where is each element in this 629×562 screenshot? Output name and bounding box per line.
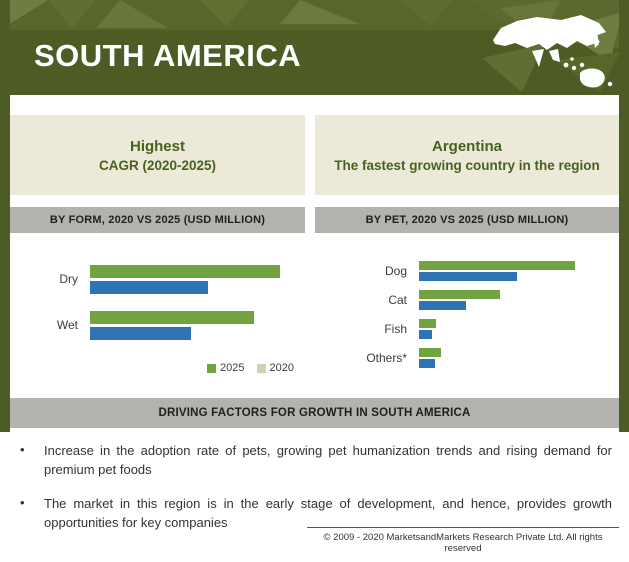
by-form-bar-chart: Dry Wet <box>10 256 305 348</box>
highlight-card-cagr: Highest CAGR (2020-2025) <box>10 115 305 195</box>
chart-row: Fish <box>315 314 619 343</box>
card-subtitle: The fastest growing country in the regio… <box>334 157 600 173</box>
bar-2020 <box>90 326 191 340</box>
bar-group <box>90 264 305 294</box>
list-item: The market in this region is in the earl… <box>20 495 612 533</box>
copyright-notice: © 2009 - 2020 MarketsandMarkets Research… <box>307 527 619 554</box>
category-label: Fish <box>384 321 407 336</box>
highlight-card-country: Argentina The fastest growing country in… <box>315 115 619 195</box>
legend-swatch-2025 <box>207 363 217 373</box>
bar-2025 <box>419 289 501 299</box>
header-banner: SOUTH AMERICA <box>0 0 629 95</box>
bar-group <box>419 347 619 368</box>
legend-swatch-2020 <box>256 363 266 373</box>
chart-legend: 2025 2020 <box>10 362 300 374</box>
chart-row: Cat <box>315 285 619 314</box>
category-label: Dog <box>384 263 407 278</box>
bar-2025 <box>90 310 254 324</box>
green-mosaic-pattern <box>0 0 629 95</box>
bar-2025 <box>419 318 437 328</box>
card-title: Argentina <box>431 137 502 155</box>
bar-2020 <box>419 358 435 368</box>
card-title: Highest <box>129 137 185 155</box>
legend-item-2020: 2020 <box>256 362 294 374</box>
bar-group <box>419 260 619 281</box>
section-header-by-pet: BY PET, 2020 VS 2025 (USD MILLION) <box>315 207 619 233</box>
chart-row: Dog <box>315 256 619 285</box>
legend-label: 2025 <box>220 362 245 374</box>
bullet-text: Increase in the adoption rate of pets, g… <box>44 443 612 477</box>
legend-item-2025: 2025 <box>207 362 245 374</box>
category-label: Wet <box>56 318 78 332</box>
bar-2020 <box>419 271 518 281</box>
bullet-text: The market in this region is in the earl… <box>44 495 612 530</box>
by-pet-bar-chart: Dog Cat Fish Others* <box>315 256 619 372</box>
left-border-strip <box>0 0 10 432</box>
bar-2020 <box>90 280 208 294</box>
bar-2020 <box>419 329 432 339</box>
asia-pacific-map-icon <box>493 15 613 88</box>
chart-row: Dry <box>10 256 305 302</box>
page-title: SOUTH AMERICA <box>34 38 302 73</box>
driving-factors-header: DRIVING FACTORS FOR GROWTH IN SOUTH AMER… <box>10 398 619 428</box>
category-label: Others* <box>366 350 407 365</box>
bar-group <box>90 310 305 340</box>
category-label: Cat <box>388 292 407 307</box>
chart-row: Others* <box>315 343 619 372</box>
bullet-icon <box>20 495 44 533</box>
legend-label: 2020 <box>269 362 294 374</box>
category-label: Dry <box>59 272 78 286</box>
card-subtitle: CAGR (2020-2025) <box>98 157 217 173</box>
bar-2025 <box>419 260 576 270</box>
chart-row: Wet <box>10 302 305 348</box>
bar-group <box>419 318 619 339</box>
bullet-icon <box>20 442 44 480</box>
driving-factors-list: Increase in the adoption rate of pets, g… <box>20 442 612 547</box>
bar-group <box>419 289 619 310</box>
section-header-by-form: BY FORM, 2020 VS 2025 (USD MILLION) <box>10 207 305 233</box>
bar-2025 <box>90 264 281 278</box>
right-border-strip <box>619 0 629 432</box>
bar-2020 <box>419 300 466 310</box>
bar-2025 <box>419 347 441 357</box>
list-item: Increase in the adoption rate of pets, g… <box>20 442 612 480</box>
